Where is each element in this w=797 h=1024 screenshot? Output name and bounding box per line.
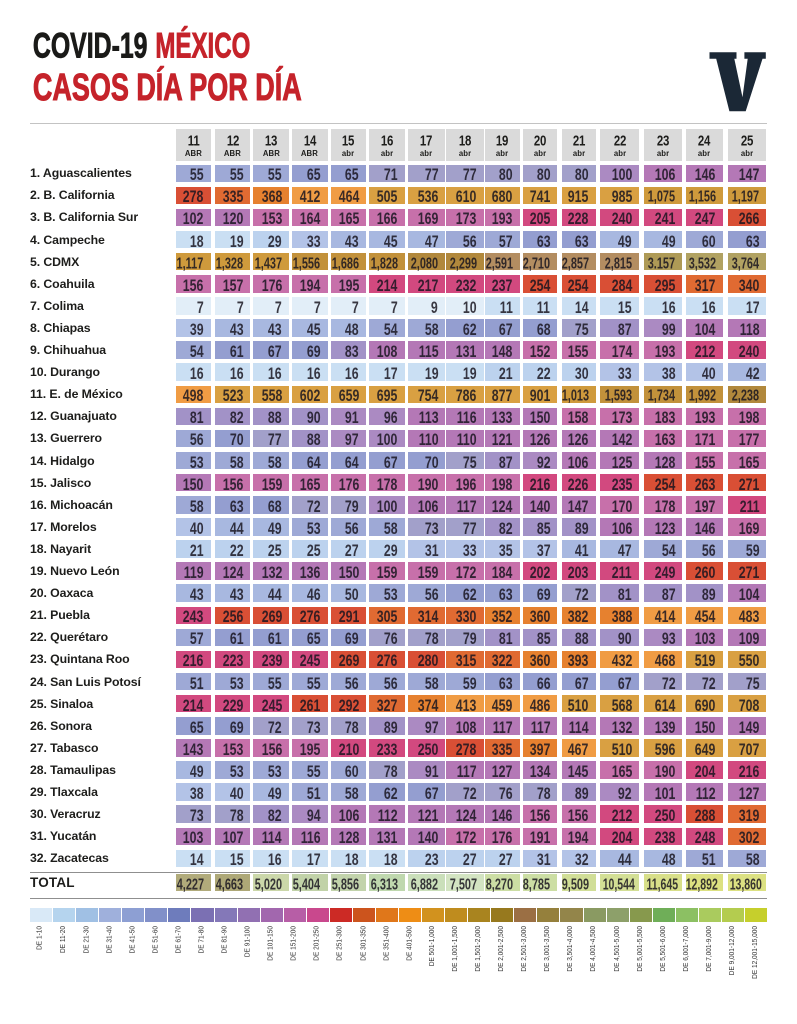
svg-text:MÉXICO: MÉXICO xyxy=(155,26,250,66)
svg-text:COVID-19: COVID-19 xyxy=(33,26,148,66)
svg-text:CASOS DÍA POR DÍA: CASOS DÍA POR DÍA xyxy=(33,65,302,109)
